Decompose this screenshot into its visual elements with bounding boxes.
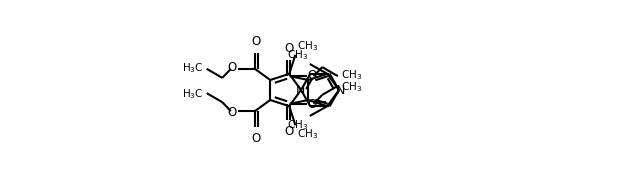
- Text: CH$_3$: CH$_3$: [298, 127, 319, 141]
- Text: CH$_3$: CH$_3$: [287, 48, 308, 62]
- Text: O: O: [228, 61, 237, 74]
- Text: O: O: [252, 35, 260, 48]
- Text: O: O: [284, 125, 293, 138]
- Text: O: O: [252, 132, 260, 145]
- Text: CH$_3$: CH$_3$: [298, 39, 319, 53]
- Text: O: O: [284, 42, 293, 55]
- Text: CH$_3$: CH$_3$: [341, 68, 362, 82]
- Text: O: O: [308, 69, 317, 82]
- Text: O: O: [308, 98, 317, 111]
- Text: H$_3$C: H$_3$C: [182, 61, 204, 75]
- Text: O: O: [228, 106, 237, 119]
- Text: N: N: [335, 83, 345, 96]
- Text: N: N: [295, 83, 305, 96]
- Text: CH$_3$: CH$_3$: [341, 80, 362, 94]
- Text: H$_3$C: H$_3$C: [182, 87, 204, 101]
- Text: CH$_3$: CH$_3$: [287, 118, 308, 132]
